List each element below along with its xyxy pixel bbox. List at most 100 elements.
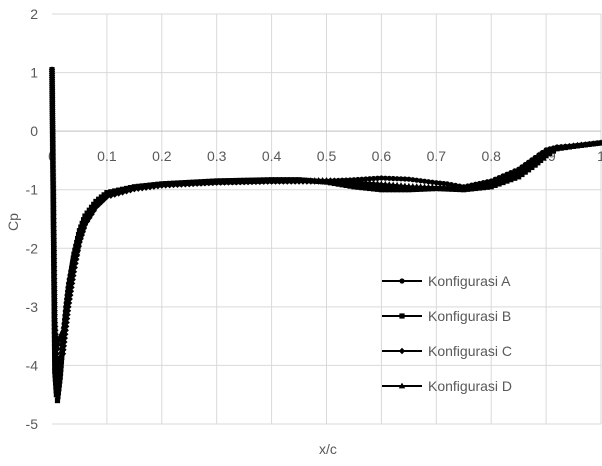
data-point [48, 66, 56, 73]
data-point [86, 207, 92, 213]
data-point [50, 246, 58, 253]
data-point [54, 397, 61, 404]
data-point [52, 356, 58, 362]
data-point [538, 157, 544, 164]
data-point [335, 177, 342, 184]
data-point [52, 376, 58, 382]
data-point [503, 173, 511, 180]
data-point [338, 177, 346, 184]
data-point [58, 362, 64, 369]
data-point [65, 293, 73, 300]
data-point [418, 178, 424, 184]
data-point [417, 183, 424, 190]
x-tick-label: 0.5 [317, 148, 337, 164]
data-point [519, 171, 525, 178]
data-point [49, 174, 57, 181]
data-point [532, 162, 538, 168]
data-point [50, 218, 57, 225]
data-point [56, 336, 63, 343]
data-point [75, 232, 82, 238]
data-point [62, 314, 69, 321]
data-point [50, 238, 58, 245]
data-point [525, 167, 532, 173]
data-point [362, 179, 369, 185]
data-point [50, 190, 57, 197]
data-point [370, 186, 377, 192]
data-point [351, 184, 357, 190]
data-point [56, 382, 62, 388]
legend-label: Konfigurasi D [428, 378, 512, 394]
data-point [55, 390, 62, 396]
data-point [50, 274, 58, 281]
y-tick-label: 1 [30, 65, 38, 81]
data-point [48, 74, 56, 81]
data-point [410, 177, 416, 183]
data-point [70, 262, 78, 269]
data-point [68, 278, 75, 284]
data-point [421, 183, 428, 190]
data-point [56, 386, 62, 392]
data-point [70, 259, 76, 265]
data-point [51, 322, 58, 329]
data-point [346, 177, 354, 184]
data-point [50, 206, 57, 213]
data-point [51, 298, 58, 305]
data-point [499, 174, 507, 181]
data-point [48, 70, 56, 77]
data-point [80, 222, 88, 228]
data-point [50, 198, 57, 205]
data-point [49, 122, 56, 129]
data-point [50, 242, 58, 249]
data-point [49, 106, 56, 113]
data-point [409, 182, 416, 189]
data-point [402, 176, 408, 182]
data-point [49, 142, 57, 149]
x-tick-label: 1 [597, 148, 602, 164]
data-point [389, 181, 397, 188]
data-point [49, 118, 56, 125]
legend: Konfigurasi A Konfigurasi B Konfigurasi C K… [382, 273, 512, 394]
data-point [59, 326, 67, 333]
data-point [370, 175, 377, 182]
data-point [59, 350, 67, 357]
data-point [69, 270, 76, 277]
y-tick-label: -1 [26, 182, 39, 198]
data-point [49, 102, 56, 109]
data-point [382, 180, 389, 187]
data-point [488, 179, 495, 186]
legend-item: Konfigurasi B [382, 308, 511, 324]
data-point [63, 305, 71, 312]
data-point [347, 183, 353, 189]
data-point [68, 274, 76, 280]
data-point [51, 326, 58, 333]
x-tick-label: 0.4 [262, 148, 282, 164]
data-point [58, 329, 65, 336]
data-point [49, 150, 57, 157]
data-point [49, 114, 56, 121]
data-point [528, 159, 536, 166]
data-point [91, 201, 97, 207]
data-point [518, 166, 526, 173]
data-point [50, 234, 57, 241]
legend-label: Konfigurasi C [428, 343, 512, 359]
x-tick-label: 0.2 [152, 148, 172, 164]
data-point [386, 175, 392, 181]
data-point [51, 290, 58, 297]
data-point [522, 164, 529, 170]
data-point [64, 301, 71, 308]
data-point [550, 145, 557, 152]
y-tick-label: -2 [26, 240, 39, 256]
data-point [51, 314, 58, 321]
data-point [414, 177, 420, 183]
data-point [425, 179, 432, 185]
data-point [57, 370, 64, 376]
data-point [55, 394, 61, 400]
data-point [83, 215, 91, 221]
y-tick-label: -5 [26, 416, 39, 432]
data-point [65, 297, 72, 304]
data-point [78, 224, 84, 230]
data-point [52, 331, 59, 338]
data-point [50, 194, 57, 201]
data-point [60, 342, 68, 350]
data-point [51, 302, 58, 309]
